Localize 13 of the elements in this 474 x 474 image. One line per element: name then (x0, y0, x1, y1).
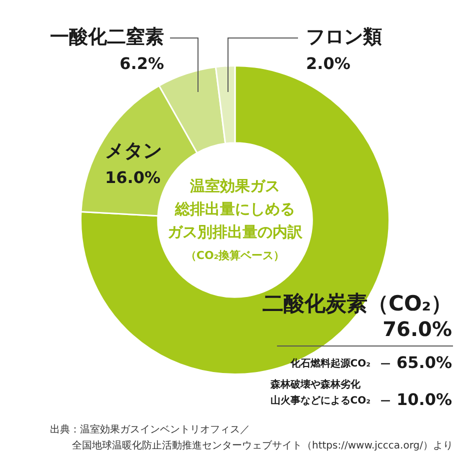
data-label: 6.2% (120, 54, 164, 74)
slice-label: フロン類 (306, 26, 382, 48)
text: （CO₂換算ベース） (185, 248, 285, 262)
source-note: 出典：温室効果ガスインベントリオフィス／ (50, 424, 250, 436)
data-label: 16.0% (105, 168, 161, 188)
text: 化石燃料起源CO₂ — 65.0% (289, 353, 452, 372)
data-label: 2.0% (306, 54, 350, 74)
slice-label: メタン (105, 140, 162, 162)
text: 温室効果ガス総排出量にしめるガス別排出量の内訳 (168, 176, 304, 241)
slice-label: 一酸化二窒素 (50, 26, 164, 48)
text: 森林破壊や森林劣化山火事などによるCO₂ — 10.0% (269, 378, 452, 410)
data-label: 76.0% (382, 317, 452, 342)
text: 全国地球温暖化防止活動推進センターウェブサイト（https://www.jccca.org/）より (72, 440, 453, 452)
